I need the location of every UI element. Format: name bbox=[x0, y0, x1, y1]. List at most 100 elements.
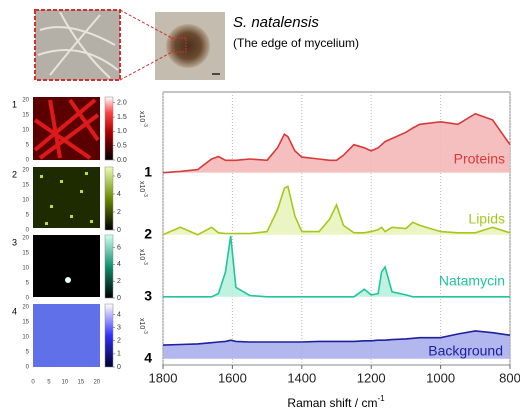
map-x-tick-label: 20 bbox=[93, 380, 100, 386]
colorbar bbox=[104, 303, 114, 368]
colony bbox=[166, 24, 210, 68]
scale-label: x10 bbox=[138, 181, 145, 192]
map-y-tick-label: 15 bbox=[22, 251, 29, 257]
colorbar-tick-label: 1.5 bbox=[117, 114, 127, 121]
y-tick-label: 1 bbox=[144, 163, 152, 179]
caption: (The edge of mycelium) bbox=[233, 36, 359, 50]
map-y-tick-label: 0 bbox=[26, 228, 30, 234]
x-tick-label: 800 bbox=[499, 370, 520, 385]
hyphae bbox=[37, 11, 119, 79]
colorbar-tick-label: 4 bbox=[117, 311, 121, 318]
map-x-tick-label: 0 bbox=[31, 380, 35, 386]
colorbar-tick-label: 4 bbox=[117, 261, 121, 268]
colorbar bbox=[104, 234, 114, 299]
spectrum-line bbox=[162, 112, 511, 174]
zoom-box bbox=[171, 37, 187, 53]
series-label: Proteins bbox=[454, 151, 505, 167]
map-label: 2 bbox=[12, 169, 17, 179]
y-tick-label: 4 bbox=[144, 349, 152, 365]
map-y-tick-label: 0 bbox=[26, 158, 30, 164]
colorbar-scale: x10-3 bbox=[138, 318, 148, 334]
species: S. natalensis bbox=[233, 14, 319, 31]
y-tick-label: 2 bbox=[144, 225, 152, 241]
map-y-tick-label: 5 bbox=[26, 281, 30, 287]
spectrum-line bbox=[162, 330, 511, 346]
map-x-tick-label: 15 bbox=[78, 380, 85, 386]
map-label: 1 bbox=[12, 99, 17, 109]
scale-label: x10 bbox=[138, 111, 145, 122]
map-x-tick-label: 5 bbox=[47, 380, 51, 386]
series-label: Lipids bbox=[468, 211, 505, 227]
map-y-tick-label: 5 bbox=[26, 213, 30, 219]
spectrum-area bbox=[163, 186, 510, 235]
map-texture bbox=[33, 98, 100, 160]
map-y-tick-label: 10 bbox=[22, 335, 29, 341]
map-y-tick-label: 0 bbox=[26, 365, 30, 371]
colorbar-tick-label: 6 bbox=[117, 244, 121, 251]
scale-exponent: -3 bbox=[142, 192, 148, 197]
scale-label: x10 bbox=[138, 318, 145, 329]
map-y-tick-label: 15 bbox=[22, 320, 29, 326]
map-y-tick-label: 20 bbox=[22, 98, 29, 104]
map-y-tick-label: 10 bbox=[22, 198, 29, 204]
map-y-tick-label: 20 bbox=[22, 168, 29, 174]
colorbar-tick-label: 0 bbox=[117, 295, 121, 302]
colorbar bbox=[104, 96, 114, 161]
spectrum-area bbox=[163, 235, 510, 297]
colorbar bbox=[104, 166, 114, 231]
x-axis-title: Raman shift / cm-1 bbox=[287, 394, 385, 410]
map-label: 4 bbox=[12, 306, 17, 316]
map-y-tick-label: 15 bbox=[22, 183, 29, 189]
colorbar-tick-label: 0.5 bbox=[117, 143, 127, 150]
map-image bbox=[33, 235, 100, 297]
spectrum-area bbox=[163, 113, 510, 173]
scale-exponent: -3 bbox=[142, 260, 148, 265]
colorbar-tick-label: 2 bbox=[117, 338, 121, 345]
x-tick-label: 1000 bbox=[426, 370, 455, 385]
map-y-tick-label: 5 bbox=[26, 350, 30, 356]
map-label: 3 bbox=[12, 237, 17, 247]
colorbar-tick-label: 0 bbox=[117, 227, 121, 234]
zoom-image bbox=[34, 9, 121, 81]
colorbar-tick-label: 3 bbox=[117, 324, 121, 331]
colorbar-tick-label: 2.0 bbox=[117, 100, 127, 107]
colorbar-tick-label: 2 bbox=[117, 209, 121, 216]
colorbar-tick-label: 0.0 bbox=[117, 157, 127, 164]
colorbar-scale: x10-3 bbox=[138, 249, 148, 265]
colorbar-tick-label: 6 bbox=[117, 173, 121, 180]
colorbar-tick-label: 1.0 bbox=[117, 128, 127, 135]
scale-exponent: -3 bbox=[142, 122, 148, 127]
map-y-tick-label: 20 bbox=[22, 305, 29, 311]
scale-exponent: -3 bbox=[142, 329, 148, 334]
map-y-tick-label: 0 bbox=[26, 296, 30, 302]
x-tick-label: 1400 bbox=[287, 370, 316, 385]
scale-label: x10 bbox=[138, 249, 145, 260]
colorbar-tick-label: 4 bbox=[117, 191, 121, 198]
map-y-tick-label: 10 bbox=[22, 128, 29, 134]
colorbar-scale: x10-3 bbox=[138, 111, 148, 127]
map-y-tick-label: 20 bbox=[22, 236, 29, 242]
colorbar-tick-label: 0 bbox=[117, 364, 121, 371]
colorbar-scale: x10-3 bbox=[138, 181, 148, 197]
map-y-tick-label: 10 bbox=[22, 266, 29, 272]
spectrum-line bbox=[162, 185, 511, 236]
map-texture bbox=[65, 277, 71, 283]
series-label: Background bbox=[428, 343, 503, 359]
x-tick-label: 1800 bbox=[149, 370, 178, 385]
x-tick-label: 1600 bbox=[218, 370, 247, 385]
y-tick-label: 3 bbox=[144, 287, 152, 303]
map-y-tick-label: 5 bbox=[26, 143, 30, 149]
map-image bbox=[33, 304, 100, 367]
colorbar-tick-label: 2 bbox=[117, 278, 121, 285]
colorbar-tick-label: 1 bbox=[117, 351, 121, 358]
map-image bbox=[33, 167, 100, 228]
series-label: Natamycin bbox=[439, 273, 505, 289]
map-x-tick-label: 10 bbox=[62, 380, 69, 386]
x-axis-exponent: -1 bbox=[377, 394, 385, 403]
map-y-tick-label: 15 bbox=[22, 113, 29, 119]
x-tick-label: 1200 bbox=[357, 370, 386, 385]
x-axis-label: Raman shift / cm bbox=[287, 396, 377, 410]
spectrum-line bbox=[163, 235, 510, 298]
plot-frame bbox=[162, 91, 511, 366]
